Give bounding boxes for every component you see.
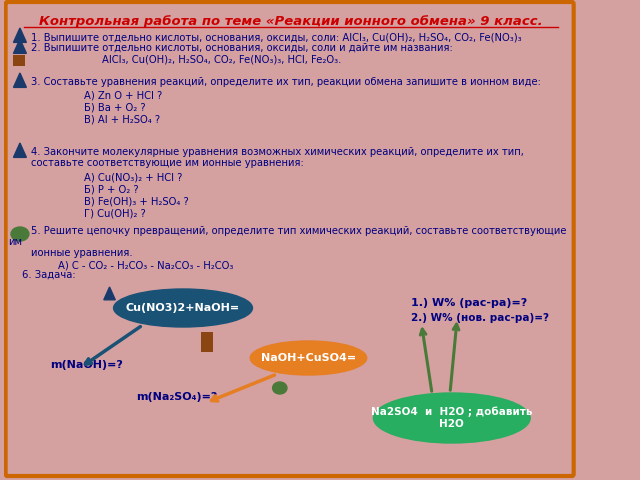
FancyBboxPatch shape (13, 55, 26, 66)
Text: 2.) W% (нов. рас-ра)=?: 2.) W% (нов. рас-ра)=? (412, 313, 550, 323)
Text: Cu(NO3)2+NaOH=: Cu(NO3)2+NaOH= (126, 303, 240, 313)
Ellipse shape (11, 227, 29, 241)
Text: А) Zn O + HCl ?: А) Zn O + HCl ? (84, 91, 163, 101)
Text: 6. Задача:: 6. Задача: (22, 270, 76, 280)
Ellipse shape (113, 289, 252, 327)
Text: 5. Решите цепочку превращений, определите тип химических реакций, составьте соот: 5. Решите цепочку превращений, определит… (31, 226, 566, 236)
Text: В) Al + H₂SO₄ ?: В) Al + H₂SO₄ ? (84, 115, 161, 125)
Text: Б) P + O₂ ?: Б) P + O₂ ? (84, 184, 139, 194)
Ellipse shape (273, 382, 287, 394)
Ellipse shape (250, 341, 367, 375)
Text: Контрольная работа по теме «Реакции ионного обмена» 9 класс.: Контрольная работа по теме «Реакции ионн… (38, 15, 542, 28)
Polygon shape (13, 39, 26, 53)
Polygon shape (13, 143, 26, 157)
Text: Б) Ba + O₂ ?: Б) Ba + O₂ ? (84, 103, 146, 113)
Text: 1.) W% (рас-ра)=?: 1.) W% (рас-ра)=? (412, 298, 528, 308)
Text: 3. Составьте уравнения реакций, определите их тип, реакции обмена запишите в ион: 3. Составьте уравнения реакций, определи… (31, 77, 541, 87)
FancyBboxPatch shape (6, 2, 573, 476)
Text: А) С - CO₂ - H₂CO₃ - Na₂CO₃ - H₂CO₃: А) С - CO₂ - H₂CO₃ - Na₂CO₃ - H₂CO₃ (58, 260, 233, 270)
Text: Na2SO4  и  H2O ; добавить
H2O: Na2SO4 и H2O ; добавить H2O (371, 407, 532, 429)
Text: m(Na₂SO₄)=?: m(Na₂SO₄)=? (136, 392, 218, 402)
Text: NaOH+CuSO4=: NaOH+CuSO4= (261, 353, 356, 363)
Text: В) Fe(OH)₃ + H₂SO₄ ?: В) Fe(OH)₃ + H₂SO₄ ? (84, 196, 189, 206)
Polygon shape (104, 287, 115, 300)
Text: А) Cu(NO₃)₂ + HCl ?: А) Cu(NO₃)₂ + HCl ? (84, 172, 183, 182)
Text: им: им (8, 237, 22, 247)
Polygon shape (13, 73, 26, 87)
Text: 2. Выпишите отдельно кислоты, основания, оксиды, соли и дайте им названия:: 2. Выпишите отдельно кислоты, основания,… (31, 43, 452, 53)
Text: 1. Выпишите отдельно кислоты, основания, оксиды, соли: AlCl₃, Cu(OH)₂, H₂SO₄, CO: 1. Выпишите отдельно кислоты, основания,… (31, 32, 522, 42)
Text: AlCl₃, Cu(OH)₂, H₂SO₄, CO₂, Fe(NO₃)₃, HCl, Fe₂O₃.: AlCl₃, Cu(OH)₂, H₂SO₄, CO₂, Fe(NO₃)₃, HC… (102, 55, 342, 65)
Polygon shape (13, 28, 26, 42)
Text: составьте соответствующие им ионные уравнения:: составьте соответствующие им ионные урав… (31, 158, 303, 168)
Text: 4. Закончите молекулярные уравнения возможных химических реакций, определите их : 4. Закончите молекулярные уравнения возм… (31, 147, 524, 157)
Text: m(NaOH)=?: m(NaOH)=? (51, 360, 124, 370)
Ellipse shape (373, 393, 530, 443)
FancyBboxPatch shape (201, 332, 214, 352)
Text: Г) Cu(OH)₂ ?: Г) Cu(OH)₂ ? (84, 208, 146, 218)
Text: ионные уравнения.: ионные уравнения. (31, 248, 132, 258)
